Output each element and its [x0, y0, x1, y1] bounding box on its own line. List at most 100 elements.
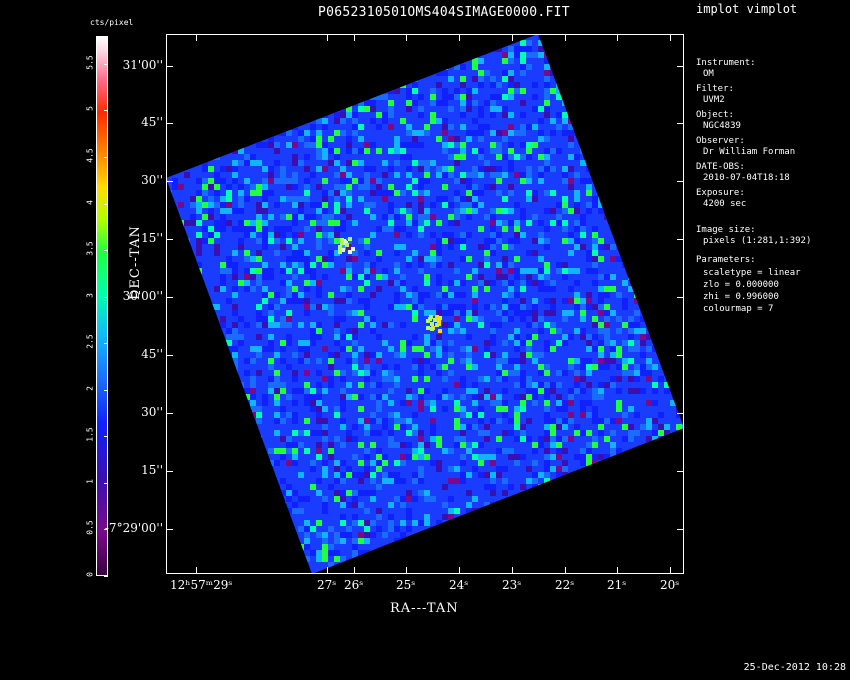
info-value: pixels (1:281,1:392) — [703, 236, 812, 246]
parameter-item: scaletype = linear — [703, 268, 801, 278]
x-tick — [670, 34, 671, 41]
colorbar-tick-label: 4.5 — [85, 148, 95, 163]
colorbar-tick — [104, 343, 108, 345]
colorbar-tick — [104, 110, 108, 112]
y-tick-label: 45'' — [141, 115, 163, 129]
colorbar-tick — [104, 482, 108, 484]
y-tick — [677, 471, 684, 472]
x-axis-title: RA---TAN — [390, 601, 459, 616]
y-tick — [166, 181, 173, 182]
info-label: DATE-OBS: — [696, 162, 745, 172]
x-tick-label: 20ˢ — [660, 578, 680, 592]
y-tick-label: 45'' — [141, 347, 163, 361]
colorbar-tick-label: 4 — [85, 199, 95, 205]
x-tick-label: 24ˢ — [449, 578, 469, 592]
x-tick-label: 21ˢ — [607, 578, 627, 592]
x-tick — [617, 34, 618, 41]
x-tick-label: 27ˢ — [317, 578, 337, 592]
y-tick-label: -7°29'00'' — [104, 521, 163, 535]
info-label: Instrument: — [696, 58, 756, 68]
parameter-item: colourmap = 7 — [703, 304, 774, 314]
y-tick — [677, 529, 684, 530]
y-tick — [677, 355, 684, 356]
x-tick — [327, 34, 328, 41]
info-value: Dr William Forman — [703, 147, 796, 157]
info-label: Filter: — [696, 84, 734, 94]
colorbar-tick-label: 3 — [85, 292, 95, 298]
parameter-item: zhi = 0.996000 — [703, 292, 779, 302]
x-tick — [406, 567, 407, 574]
colorbar-tick-label: 1 — [85, 478, 95, 484]
plot-frame — [166, 34, 684, 574]
colorbar-tick-label: 3.5 — [85, 241, 95, 256]
x-tick — [565, 567, 566, 574]
colorbar-tick — [104, 157, 108, 159]
colorbar-tick — [104, 529, 108, 531]
y-tick — [166, 413, 173, 414]
y-tick — [166, 355, 173, 356]
info-label: Image size: — [696, 225, 756, 235]
x-tick — [617, 567, 618, 574]
y-tick — [677, 413, 684, 414]
x-tick-label: 25ˢ — [396, 578, 416, 592]
y-tick — [677, 66, 684, 67]
y-tick-label: 31'00'' — [122, 58, 163, 72]
x-tick — [512, 567, 513, 574]
x-tick — [459, 34, 460, 41]
parameters-label: Parameters: — [696, 255, 756, 265]
colorbar-tick — [104, 389, 108, 391]
x-tick — [565, 34, 566, 41]
info-value: 2010-07-04T18:18 — [703, 173, 790, 183]
y-tick — [166, 123, 173, 124]
y-axis-title: DEC--TAN — [128, 225, 143, 300]
colorbar-tick-label: 5.5 — [85, 55, 95, 70]
y-tick — [166, 471, 173, 472]
colorbar-tick — [104, 576, 108, 577]
x-tick — [670, 567, 671, 574]
y-tick — [677, 181, 684, 182]
info-label: Observer: — [696, 136, 745, 146]
colorbar-tick — [104, 436, 108, 438]
y-tick-label: 30'' — [141, 405, 163, 419]
y-tick-label: 15'' — [141, 231, 163, 245]
y-tick — [677, 123, 684, 124]
colorbar-tick — [104, 250, 108, 252]
image-title: P0652310501OMS404SIMAGE0000.FIT — [318, 5, 570, 20]
info-value: OM — [703, 69, 714, 79]
y-tick — [677, 297, 684, 298]
y-tick — [166, 297, 173, 298]
info-value: 4200 sec — [703, 199, 747, 209]
colorbar-tick-label: 2.5 — [85, 334, 95, 349]
program-name: implot vimplot — [696, 2, 798, 16]
colorbar-tick-label: 5 — [85, 106, 95, 112]
y-tick — [166, 529, 173, 530]
colorbar-tick — [104, 63, 108, 65]
info-label: Exposure: — [696, 188, 745, 198]
colorbar-tick-label: 2 — [85, 385, 95, 391]
y-tick — [166, 239, 173, 240]
x-tick — [406, 34, 407, 41]
y-tick-label: 15'' — [141, 463, 163, 477]
info-label: Object: — [696, 110, 734, 120]
colorbar — [96, 36, 108, 576]
y-tick — [166, 66, 173, 67]
colorbar-tick-label: 0.5 — [85, 520, 95, 536]
x-tick-label: 23ˢ — [502, 578, 522, 592]
x-tick — [459, 567, 460, 574]
x-tick-label: 26ˢ — [344, 578, 364, 592]
x-tick — [354, 34, 355, 41]
timestamp: 25-Dec-2012 10:28 — [743, 662, 846, 673]
colorbar-tick-label: 0 — [85, 572, 95, 577]
x-tick-label: 12ʰ57ᵐ29ˢ — [170, 578, 233, 592]
y-tick-label: 30'' — [141, 173, 163, 187]
x-tick — [512, 34, 513, 41]
parameter-item: zlo = 0.000000 — [703, 280, 779, 290]
x-tick-label: 22ˢ — [555, 578, 575, 592]
colorbar-tick — [104, 296, 108, 298]
colorbar-tick — [104, 203, 108, 205]
y-tick — [677, 239, 684, 240]
x-tick — [196, 34, 197, 41]
x-tick — [354, 567, 355, 574]
x-tick — [327, 567, 328, 574]
x-tick — [196, 567, 197, 574]
